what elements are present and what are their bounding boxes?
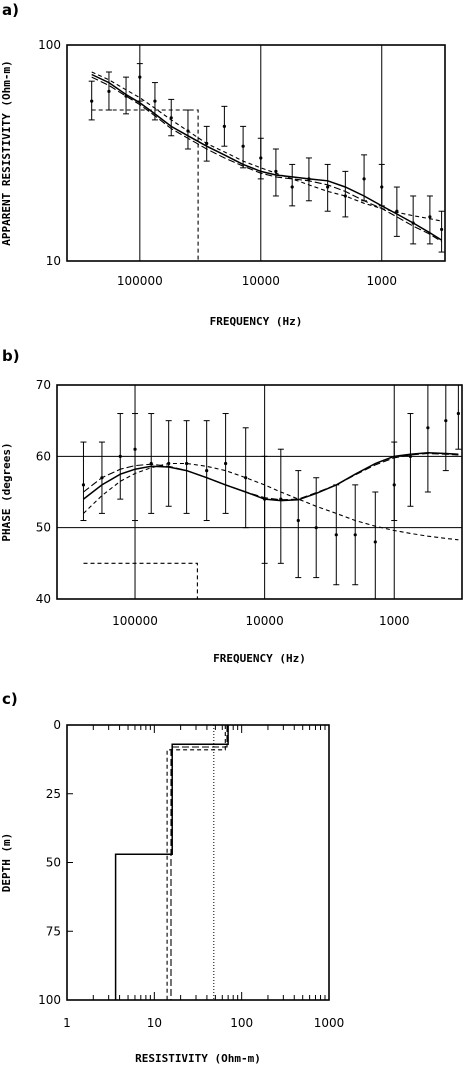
y-axis-label: DEPTH (m)	[0, 833, 13, 893]
data-point	[244, 476, 248, 480]
data-point	[334, 533, 338, 537]
data-point	[222, 124, 226, 128]
series-line-solid	[91, 73, 442, 241]
data-point	[167, 461, 171, 466]
x-axis-label: RESISTIVITY (Ohm-m)	[135, 1052, 261, 1065]
y-tick-label: 40	[36, 592, 51, 606]
data-point	[279, 497, 283, 501]
data-point	[224, 461, 228, 466]
y-tick-label: 70	[36, 378, 51, 392]
data-point	[90, 99, 94, 103]
x-axis-label: FREQUENCY (Hz)	[210, 315, 303, 328]
panel-b-label: b)	[2, 347, 20, 365]
data-point	[353, 533, 357, 537]
data-point	[124, 94, 128, 98]
plot-area	[114, 725, 229, 1000]
data-point	[153, 99, 157, 103]
series-line-dashed	[83, 462, 459, 541]
x-tick-label: 10000	[242, 274, 280, 288]
data-point	[205, 141, 209, 146]
data-point	[296, 518, 300, 523]
panel-c-label: c)	[2, 690, 18, 708]
series-line-dashed	[166, 725, 226, 1000]
data-point	[274, 169, 278, 173]
data-point	[107, 89, 111, 93]
data-point	[380, 185, 384, 189]
x-tick-label: 100	[230, 1016, 253, 1030]
series-line-solid	[114, 725, 229, 1000]
data-point	[444, 419, 448, 423]
data-point	[411, 221, 415, 225]
series-line-dashed-step	[91, 109, 319, 261]
x-tick-label: 100000	[112, 614, 158, 628]
data-point	[314, 526, 318, 530]
data-point	[440, 227, 444, 232]
panel-c-resistivity-depth: c) 1 10 100 1000 0 25 50 75 100 RESISTIVITY (Ohm-…	[0, 690, 344, 1065]
data-point	[456, 411, 460, 416]
x-tick-label: 1	[63, 1016, 71, 1030]
data-point	[428, 215, 432, 219]
data-point	[326, 185, 330, 189]
data-point	[186, 129, 190, 133]
plot-frame	[66, 724, 330, 1001]
y-axis-label: PHASE (degrees)	[0, 442, 13, 541]
y-tick-label: 75	[46, 924, 61, 938]
data-point	[392, 483, 396, 487]
data-point	[205, 469, 209, 473]
data-point	[263, 497, 267, 501]
plot-frame	[56, 384, 463, 600]
y-tick-label: 50	[36, 521, 51, 535]
y-axis-label: APPARENT RESISTIVITY (Ohm-m)	[0, 60, 13, 245]
x-tick-label: 1000	[366, 274, 397, 288]
data-point	[81, 483, 86, 487]
x-tick-label: 100000	[117, 274, 163, 288]
y-tick-label: 25	[46, 787, 61, 801]
series-line-long-dash	[170, 725, 228, 1000]
data-point	[100, 476, 104, 480]
data-point	[185, 461, 189, 466]
plot-area	[80, 385, 462, 599]
series-line-long-dash	[83, 452, 459, 501]
y-tick-label: 60	[36, 449, 51, 463]
x-tick-label: 1000	[379, 614, 410, 628]
data-point	[290, 185, 294, 189]
series-line-dashed	[91, 71, 442, 222]
series-line-solid	[83, 452, 459, 502]
data-point	[362, 177, 366, 181]
panel-a-apparent-resistivity: a) 100000 10000 1000 10 100 FREQUENCY (Hz) APP…	[0, 1, 446, 328]
panel-b-phase: b) 100000 10000 1000 40 50 60 70 FREQUENCY (Hz)…	[0, 347, 463, 665]
data-point	[373, 540, 377, 544]
data-point	[241, 144, 245, 148]
data-point	[395, 209, 399, 213]
data-point	[408, 454, 413, 458]
data-point	[138, 75, 142, 79]
data-point	[133, 447, 137, 451]
y-tick-label: 50	[46, 856, 61, 870]
y-tick-label: 0	[53, 718, 61, 732]
data-point	[149, 461, 153, 466]
data-point	[307, 177, 311, 181]
data-point	[118, 454, 122, 458]
series-line-long-dash	[91, 76, 442, 243]
x-tick-label: 10	[147, 1016, 162, 1030]
y-tick-label: 100	[38, 993, 61, 1007]
x-tick-label: 10000	[246, 614, 284, 628]
y-tick-label: 100	[38, 38, 61, 52]
x-tick-label: 1000	[314, 1016, 345, 1030]
data-point	[169, 116, 173, 120]
plot-area	[88, 63, 445, 261]
panel-a-label: a)	[2, 1, 19, 19]
y-tick-label: 10	[46, 254, 61, 268]
series-line-dashed-step	[83, 562, 327, 599]
data-point	[343, 194, 347, 198]
data-point	[426, 426, 430, 430]
x-axis-label: FREQUENCY (Hz)	[213, 652, 306, 665]
data-point	[259, 156, 263, 160]
